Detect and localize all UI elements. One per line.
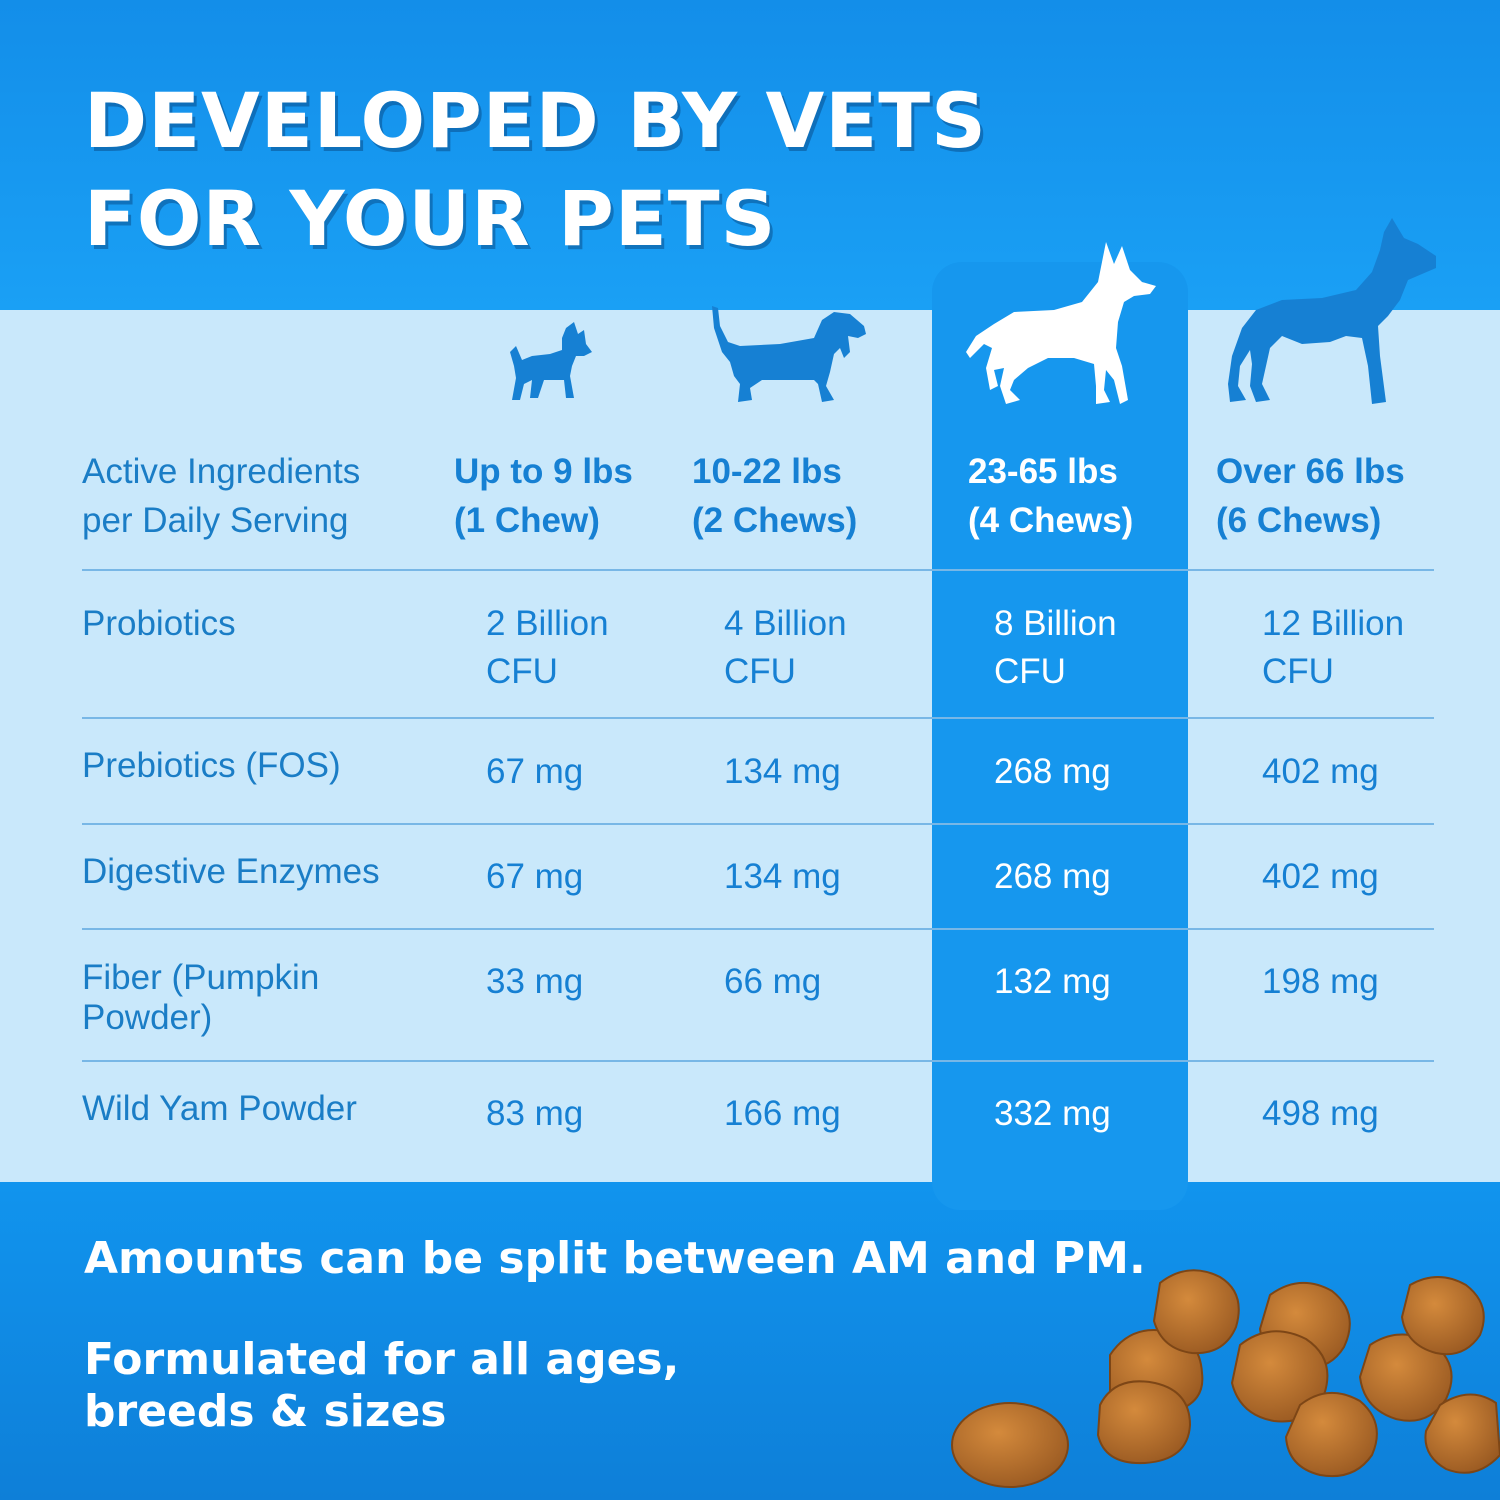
cell-fiber-2: 66 mg [724, 958, 821, 1006]
cell-text: 134 mg [724, 857, 841, 896]
header-label-line-1: Active Ingredients [82, 452, 361, 491]
cell-prebiotics-2: 134 mg [724, 748, 841, 796]
column-3-weight: 23-65 lbs [968, 452, 1118, 491]
cell-text: 166 mg [724, 1094, 841, 1133]
header-label: Active Ingredients per Daily Serving [82, 447, 360, 545]
soft-chews-image [951, 1269, 1500, 1488]
cell-prebiotics-1: 67 mg [486, 748, 583, 796]
cell-prebiotics-4: 402 mg [1262, 748, 1379, 796]
cell-fiber-3: 132 mg [994, 958, 1111, 1006]
cell-text: 33 mg [486, 962, 584, 1001]
cell-text: 67 mg [486, 857, 584, 896]
cell-text: 12 Billion [1262, 604, 1405, 643]
dachshund-icon [710, 306, 870, 406]
row-label-text: Digestive Enzymes [82, 852, 380, 891]
column-2-weight: 10-22 lbs [692, 452, 842, 491]
cell-probiotics-2: 4 Billion CFU [724, 600, 847, 696]
cell-unit: CFU [724, 652, 796, 691]
cell-text: 66 mg [724, 962, 822, 1001]
row-label-prebiotics: Prebiotics (FOS) [82, 746, 341, 786]
cell-unit: CFU [994, 652, 1066, 691]
footnote-line-1: Formulated for all ages, [84, 1334, 680, 1385]
cell-text: 198 mg [1262, 962, 1379, 1001]
row-divider [82, 717, 1434, 719]
column-header-2: 10-22 lbs (2 Chews) [692, 447, 857, 545]
column-1-weight: Up to 9 lbs [454, 452, 633, 491]
cell-unit: CFU [1262, 652, 1334, 691]
cell-unit: CFU [486, 652, 558, 691]
cell-text: 132 mg [994, 962, 1111, 1001]
highlighted-column-tail [932, 1182, 1188, 1210]
cell-text: 67 mg [486, 752, 584, 791]
headline-line-2: FOR YOUR PETS [84, 174, 777, 263]
column-header-3: 23-65 lbs (4 Chews) [968, 447, 1133, 545]
cell-text: 83 mg [486, 1094, 584, 1133]
cell-fiber-4: 198 mg [1262, 958, 1379, 1006]
header-band [0, 0, 1500, 310]
row-label-digestive-enzymes: Digestive Enzymes [82, 852, 380, 892]
row-label-fiber: Fiber (Pumpkin Powder) [82, 958, 319, 1038]
cell-text: 268 mg [994, 857, 1111, 896]
highlighted-column [932, 262, 1188, 1210]
row-label-line-2: Powder) [82, 998, 213, 1037]
footnote-formulated: Formulated for all ages, breeds & sizes [84, 1334, 679, 1438]
column-4-chews: (6 Chews) [1216, 501, 1382, 540]
column-2-chews: (2 Chews) [692, 501, 858, 540]
cell-probiotics-4: 12 Billion CFU [1262, 600, 1404, 696]
dosage-table-background [0, 310, 1500, 1182]
column-header-1: Up to 9 lbs (1 Chew) [454, 447, 633, 545]
cell-wild-yam-1: 83 mg [486, 1090, 583, 1138]
row-label-probiotics: Probiotics [82, 604, 236, 644]
cell-text: 2 Billion [486, 604, 609, 643]
cell-text: 402 mg [1262, 752, 1379, 791]
cell-text: 332 mg [994, 1094, 1111, 1133]
cell-text: 268 mg [994, 752, 1111, 791]
row-label-text: Probiotics [82, 604, 236, 643]
small-dog-icon [508, 322, 596, 404]
cell-text: 402 mg [1262, 857, 1379, 896]
boxer-icon [1222, 216, 1438, 406]
row-divider [82, 1060, 1434, 1062]
headline: DEVELOPED BY VETS FOR YOUR PETS [84, 72, 987, 268]
row-label-line-1: Fiber (Pumpkin [82, 958, 320, 997]
column-4-weight: Over 66 lbs [1216, 452, 1405, 491]
row-label-text: Prebiotics (FOS) [82, 746, 341, 785]
cell-probiotics-3: 8 Billion CFU [994, 600, 1117, 696]
cell-wild-yam-4: 498 mg [1262, 1090, 1379, 1138]
column-1-chews: (1 Chew) [454, 501, 600, 540]
shepherd-icon [964, 240, 1174, 410]
cell-wild-yam-2: 166 mg [724, 1090, 841, 1138]
headline-line-1: DEVELOPED BY VETS [84, 76, 987, 165]
footnote-line-2: breeds & sizes [84, 1386, 447, 1437]
row-divider [82, 928, 1434, 930]
row-label-wild-yam: Wild Yam Powder [82, 1089, 357, 1129]
cell-text: 8 Billion [994, 604, 1117, 643]
cell-enzymes-3: 268 mg [994, 853, 1111, 901]
row-divider [82, 569, 1434, 571]
column-header-4: Over 66 lbs (6 Chews) [1216, 447, 1405, 545]
cell-enzymes-2: 134 mg [724, 853, 841, 901]
chew-pieces [951, 1269, 1500, 1488]
cell-prebiotics-3: 268 mg [994, 748, 1111, 796]
cell-fiber-1: 33 mg [486, 958, 583, 1006]
cell-probiotics-1: 2 Billion CFU [486, 600, 609, 696]
column-3-chews: (4 Chews) [968, 501, 1134, 540]
header-label-line-2: per Daily Serving [82, 501, 349, 540]
cell-text: 4 Billion [724, 604, 847, 643]
footnote-split-dose: Amounts can be split between AM and PM. [84, 1233, 1146, 1284]
cell-enzymes-4: 402 mg [1262, 853, 1379, 901]
cell-enzymes-1: 67 mg [486, 853, 583, 901]
row-label-text: Wild Yam Powder [82, 1089, 357, 1128]
cell-wild-yam-3: 332 mg [994, 1090, 1111, 1138]
cell-text: 498 mg [1262, 1094, 1379, 1133]
row-divider [82, 823, 1434, 825]
cell-text: 134 mg [724, 752, 841, 791]
